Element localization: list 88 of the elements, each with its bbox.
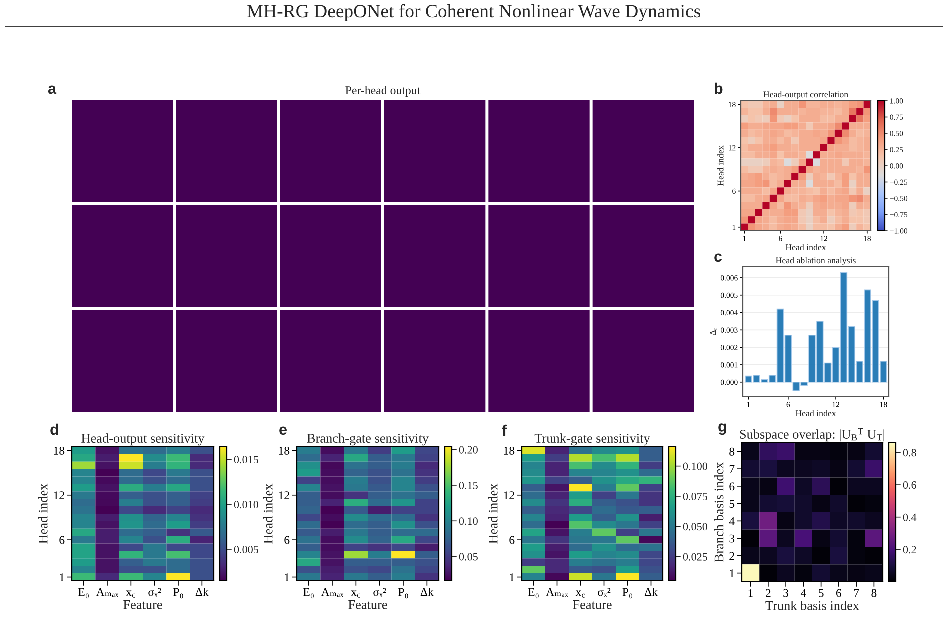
color-bar-label: 0.075 — [683, 492, 708, 501]
y-tick-label: 8 — [730, 448, 735, 456]
x-tick-label: x$_{c}$ — [126, 590, 136, 598]
x-tick-label: x$_{c}$ — [351, 590, 361, 598]
x-tick-label: 2 — [766, 589, 771, 598]
chart-title: Subspace overlap: |U$_{B}$$^{T}$ U$_{T}$| — [740, 428, 884, 442]
x-axis-title: Feature — [348, 600, 388, 610]
y-tick-label: 3 — [730, 534, 735, 543]
y-tick-label: 12 — [54, 492, 64, 500]
color-bar-label: 0.025 — [683, 553, 708, 561]
y-tick-label: 18 — [504, 446, 515, 455]
text: f — [502, 424, 508, 436]
x-axis-title: Head index — [796, 410, 836, 417]
y-axis-title: Head index — [264, 484, 273, 544]
x-tick-label: x$_{c}$ — [576, 590, 586, 598]
y-tick-label: 6 — [60, 536, 65, 544]
x-axis-title: Feature — [124, 600, 162, 610]
x-axis-title: Head index — [786, 244, 826, 251]
chart-title: Trunk-gate sensitivity — [534, 434, 650, 446]
y-tick-label: 6 — [510, 536, 515, 544]
x-tick-label: 4 — [800, 589, 806, 598]
text: a — [48, 86, 57, 94]
y-tick-label: 7 — [730, 465, 735, 474]
x-tick-label: 6 — [836, 589, 842, 598]
color-bar-label: 0.100 — [683, 462, 708, 470]
x-tick-label: 5 — [819, 589, 824, 598]
y-tick-label: 12 — [279, 492, 290, 500]
y-tick-label: 2 — [730, 552, 734, 560]
color-bar-label: 0.20 — [459, 446, 478, 454]
x-tick-label: P₀ — [174, 588, 184, 599]
x-tick-label: Δk — [196, 588, 209, 596]
color-bar-label: 0.015 — [234, 456, 259, 464]
color-bar-label: 0.6 — [903, 481, 916, 490]
y-tick-label: 1 — [60, 574, 64, 582]
x-tick-label: 1 — [748, 589, 754, 598]
y-tick-label: 5 — [730, 500, 735, 508]
y-tick-label: 1 — [285, 574, 290, 582]
y-axis-title: Δᵣ — [710, 328, 717, 336]
color-bar-label: 0.4 — [903, 514, 917, 522]
y-tick-label: 18 — [54, 446, 65, 455]
text: MH-RG DeepONet for Coherent Nonlinear Wave Dynamics — [247, 4, 700, 22]
x-tick-label: σₓ² — [598, 588, 611, 598]
x-axis-title: Feature — [573, 600, 612, 610]
x-tick-label: Aₘₐₓ — [546, 588, 568, 598]
chart-title: Branch-gate sensitivity — [307, 434, 429, 446]
text: c — [714, 254, 722, 262]
x-tick-label: Δk — [420, 588, 434, 596]
color-bar-label: 0.005 — [234, 546, 259, 554]
y-tick-label: 6 — [284, 536, 290, 544]
y-tick-label: 6 — [730, 482, 735, 491]
chart-title: Head-output sensitivity — [82, 434, 205, 446]
color-bar-label: 0.2 — [903, 546, 916, 554]
y-tick-label: 4 — [729, 518, 735, 526]
chart-title: Head-output correlation — [764, 91, 848, 100]
x-axis-title: Trunk basis index — [766, 601, 860, 610]
x-tick-label: E₀ — [304, 588, 314, 599]
x-tick-label: E₀ — [528, 588, 539, 599]
x-tick-label: P₀ — [398, 588, 408, 599]
y-axis-title: Head index — [488, 484, 498, 544]
y-tick-label: 1 — [730, 570, 734, 578]
x-tick-label: σₓ² — [374, 588, 386, 598]
color-bar-label: 0.010 — [234, 501, 259, 509]
text: g — [718, 424, 726, 436]
y-tick-label: 1 — [510, 574, 514, 582]
chart-title: Head ablation analysis — [776, 257, 856, 266]
x-tick-label: Aₘₐₓ — [321, 588, 344, 598]
y-axis-title: Branch basis index — [714, 462, 724, 562]
text: Per-head output — [346, 86, 421, 97]
text: b — [715, 82, 723, 94]
x-tick-label: Aₘₐₓ — [96, 588, 119, 598]
text: d — [50, 424, 58, 436]
color-bar-label: 0.15 — [459, 482, 478, 490]
x-tick-label: 8 — [872, 589, 877, 598]
y-tick-label: 12 — [504, 492, 514, 500]
color-bar-label: 0.10 — [459, 518, 478, 526]
x-tick-label: 3 — [784, 589, 789, 598]
x-tick-label: E₀ — [78, 588, 89, 599]
color-bar-label: 0.05 — [459, 553, 478, 561]
x-tick-label: 7 — [854, 589, 860, 598]
y-axis-title: Head index — [718, 146, 724, 186]
color-bar-label: 0.8 — [903, 449, 916, 457]
y-tick-label: 18 — [279, 446, 290, 455]
text: e — [280, 426, 287, 436]
x-tick-label: Δk — [644, 588, 658, 596]
color-bar-label: 0.050 — [683, 523, 708, 531]
y-axis-title: Head index — [38, 484, 48, 544]
x-tick-label: P₀ — [622, 588, 633, 599]
x-tick-label: σₓ² — [148, 588, 162, 598]
